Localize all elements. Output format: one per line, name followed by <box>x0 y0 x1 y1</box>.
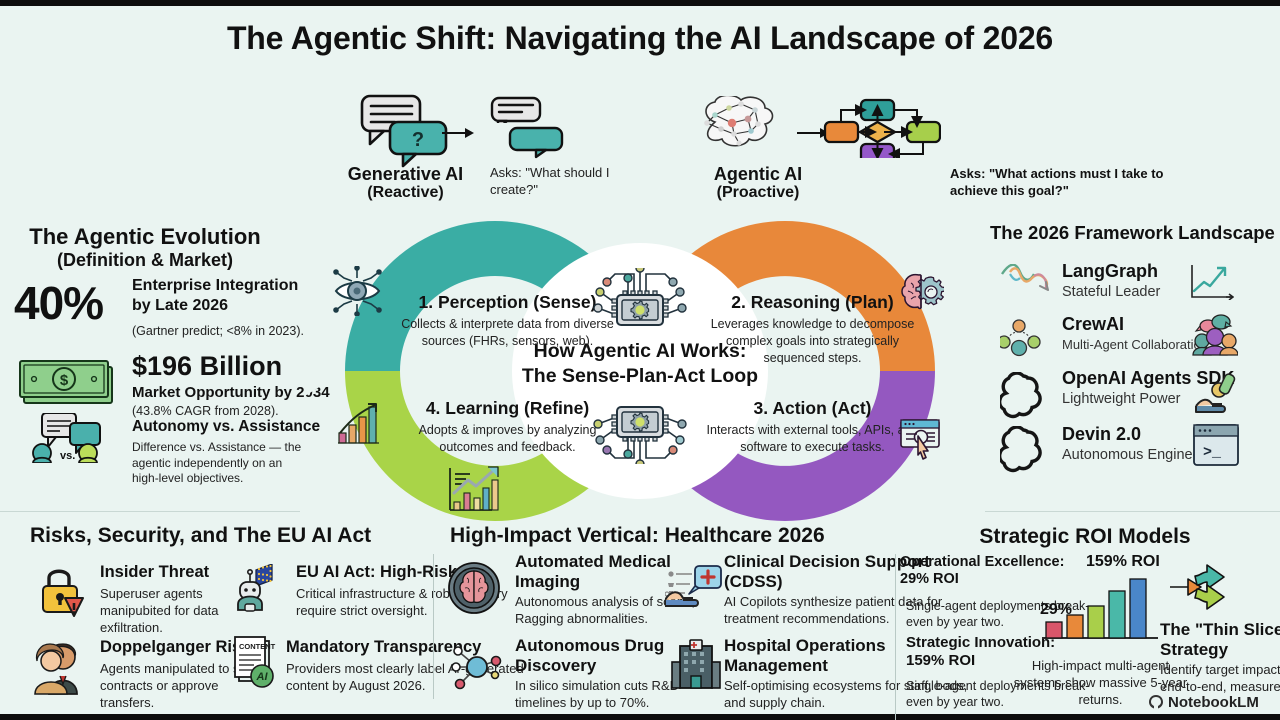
svg-text:CONTENT: CONTENT <box>239 642 276 651</box>
svg-text:159% ROI: 159% ROI <box>1086 554 1160 570</box>
svg-text:AI: AI <box>256 671 269 683</box>
